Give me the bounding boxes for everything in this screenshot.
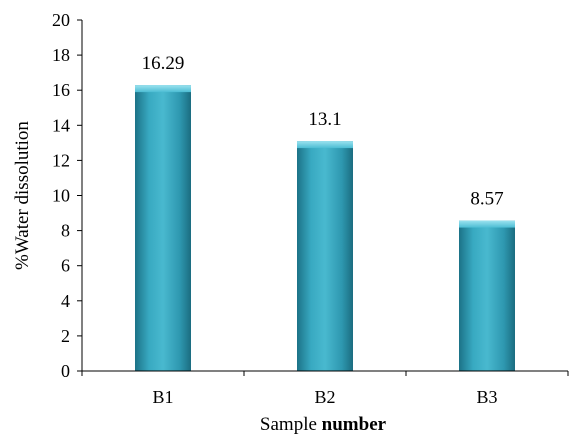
data-label: 16.29 bbox=[142, 53, 185, 74]
x-tick-label: B1 bbox=[152, 387, 173, 407]
y-tick-label: 16 bbox=[52, 80, 70, 100]
bar-body bbox=[297, 141, 353, 371]
x-axis-ticks: B1 B2 B3 bbox=[81, 371, 569, 407]
y-axis-title: %Water dissolution bbox=[12, 121, 33, 270]
bar-B2 bbox=[297, 141, 353, 371]
bar-B3 bbox=[459, 220, 515, 371]
y-tick-label: 8 bbox=[61, 221, 70, 241]
y-tick-label: 0 bbox=[61, 361, 70, 381]
x-tick-label: B3 bbox=[476, 387, 497, 407]
bar-body bbox=[135, 85, 191, 371]
data-label: 8.57 bbox=[470, 189, 503, 210]
y-tick-label: 4 bbox=[61, 291, 70, 311]
bar-B1 bbox=[135, 85, 191, 371]
y-tick-label: 10 bbox=[52, 186, 70, 206]
x-axis-title-regular: Sample bbox=[260, 414, 322, 435]
bar-cap bbox=[135, 85, 191, 93]
data-label: 13.1 bbox=[308, 109, 341, 130]
y-tick-label: 6 bbox=[61, 256, 70, 276]
bar-cap bbox=[459, 220, 515, 228]
y-tick-label: 2 bbox=[61, 326, 70, 346]
bars bbox=[135, 85, 515, 371]
y-tick-label: 14 bbox=[52, 115, 70, 135]
y-tick-label: 18 bbox=[52, 45, 70, 65]
bar-body bbox=[459, 220, 515, 371]
y-axis-ticks: 0 2 4 6 8 10 12 14 16 18 20 bbox=[52, 10, 82, 381]
bar-cap bbox=[297, 141, 353, 149]
data-labels: 16.29 13.1 8.57 bbox=[142, 53, 504, 209]
y-tick-label: 12 bbox=[52, 150, 70, 170]
y-tick-label: 20 bbox=[52, 10, 70, 30]
x-tick-label: B2 bbox=[314, 387, 335, 407]
x-axis-title: Sample number bbox=[260, 414, 387, 435]
x-axis-title-bold: number bbox=[322, 414, 387, 435]
